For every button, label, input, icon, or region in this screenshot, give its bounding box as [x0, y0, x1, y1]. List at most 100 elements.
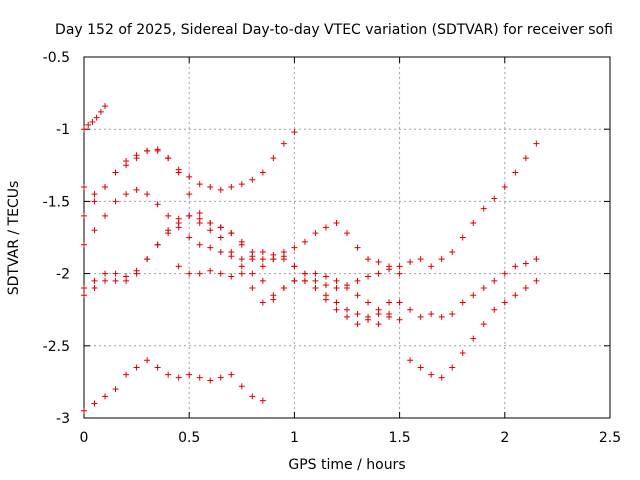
- data-point: [228, 248, 235, 255]
- data-point: [112, 270, 119, 277]
- data-point: [365, 299, 372, 306]
- data-point: [196, 241, 203, 248]
- data-point: [407, 306, 414, 313]
- data-point: [533, 256, 540, 263]
- data-point: [102, 270, 109, 277]
- data-point: [217, 186, 224, 193]
- data-point: [207, 220, 214, 227]
- data-point: [196, 181, 203, 188]
- data-point: [291, 244, 298, 251]
- data-point: [217, 270, 224, 277]
- data-point: [438, 256, 445, 263]
- data-point: [81, 285, 87, 292]
- data-point: [207, 227, 214, 234]
- data-point: [459, 299, 466, 306]
- data-point: [522, 155, 529, 162]
- data-point: [512, 263, 519, 270]
- data-point: [186, 371, 193, 378]
- data-point: [217, 234, 224, 241]
- data-point: [386, 263, 393, 270]
- data-point: [196, 374, 203, 381]
- data-point: [112, 198, 119, 205]
- data-point: [81, 292, 87, 299]
- data-point: [386, 299, 393, 306]
- data-point: [322, 296, 329, 303]
- y-tick-label: -3: [56, 411, 70, 427]
- data-points: [81, 103, 540, 414]
- data-point: [333, 306, 340, 313]
- plot-frame: [83, 56, 611, 419]
- data-point: [93, 114, 100, 121]
- data-point: [291, 277, 298, 284]
- data-point: [259, 397, 266, 404]
- data-point: [344, 313, 350, 320]
- x-tick-label: 0: [80, 430, 89, 446]
- data-point: [238, 181, 245, 188]
- data-point: [491, 277, 498, 284]
- data-point: [238, 256, 245, 263]
- data-point: [344, 306, 350, 313]
- data-point: [102, 277, 109, 284]
- series-sat-c: [81, 129, 298, 219]
- data-point: [133, 152, 140, 159]
- data-point: [207, 377, 214, 384]
- y-tick-label: -2: [56, 267, 70, 283]
- data-point: [259, 263, 266, 270]
- data-point: [249, 393, 256, 400]
- data-point: [186, 173, 193, 180]
- data-point: [501, 299, 508, 306]
- data-point: [270, 155, 277, 162]
- data-point: [449, 311, 456, 318]
- data-point: [417, 256, 424, 263]
- data-point: [175, 263, 182, 270]
- series-sat-i: [81, 357, 266, 414]
- data-point: [312, 270, 319, 277]
- y-tick-label: -0.5: [43, 50, 70, 66]
- data-point: [217, 248, 224, 255]
- data-point: [301, 270, 308, 277]
- data-point: [186, 212, 193, 219]
- data-point: [102, 183, 109, 190]
- data-point: [365, 313, 372, 320]
- data-point: [301, 238, 308, 245]
- data-point: [344, 230, 350, 237]
- x-tick-label: 2: [500, 430, 509, 446]
- data-point: [81, 126, 87, 133]
- data-point: [280, 285, 287, 292]
- data-point: [85, 121, 92, 128]
- data-point: [375, 259, 382, 266]
- data-point: [144, 191, 151, 198]
- data-point: [196, 270, 203, 277]
- data-point: [81, 241, 87, 248]
- data-point: [396, 270, 403, 277]
- data-point: [186, 191, 193, 198]
- data-point: [123, 273, 130, 280]
- data-point: [354, 244, 361, 251]
- data-point: [501, 183, 508, 190]
- y-axis-label: SDTVAR / TECUs: [6, 181, 22, 296]
- data-point: [270, 292, 277, 299]
- data-point: [512, 169, 519, 176]
- data-point: [102, 212, 109, 219]
- series-sat-a: [81, 103, 109, 133]
- data-point: [165, 227, 172, 234]
- series-sat-b: [81, 146, 540, 328]
- data-point: [396, 299, 403, 306]
- series-sat-g: [175, 263, 403, 323]
- data-point: [217, 374, 224, 381]
- data-point: [186, 270, 193, 277]
- data-point: [112, 169, 119, 176]
- axis-ticks: 0 0.5 1 1.5 2 2.5 -0.5 -1 -1.5 -2 -2.5 -3: [43, 50, 621, 446]
- data-point: [449, 248, 456, 255]
- data-point: [133, 364, 140, 371]
- data-point: [81, 407, 87, 414]
- data-point: [91, 198, 98, 205]
- data-point: [428, 263, 435, 270]
- data-point: [133, 186, 140, 193]
- data-point: [280, 140, 287, 147]
- data-point: [259, 277, 266, 284]
- data-point: [238, 263, 245, 270]
- data-point: [186, 234, 193, 241]
- data-point: [89, 118, 96, 125]
